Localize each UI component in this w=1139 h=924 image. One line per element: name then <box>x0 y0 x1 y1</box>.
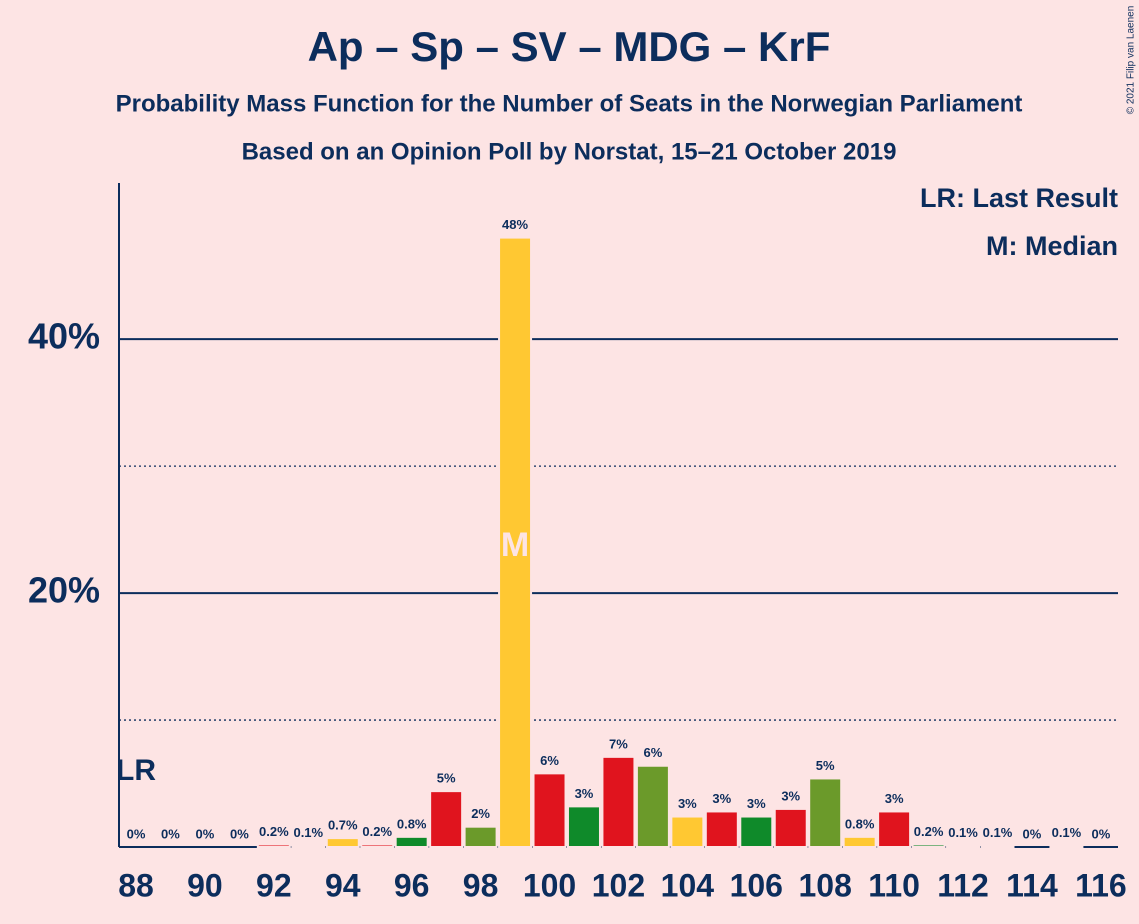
bar <box>498 236 533 849</box>
value-label: 0.8% <box>397 816 427 831</box>
value-label: 3% <box>712 791 731 806</box>
bar <box>1049 844 1084 849</box>
value-label: 0.2% <box>914 824 944 839</box>
value-label: 0% <box>161 826 180 841</box>
bar <box>946 844 981 849</box>
bar <box>773 807 808 849</box>
value-label: 0.7% <box>328 818 358 833</box>
x-tick-label: 96 <box>394 867 430 903</box>
legend-entry: LR: Last Result <box>920 183 1118 213</box>
bar <box>566 805 601 849</box>
bar <box>808 777 843 849</box>
last-result-marker: LR <box>116 754 156 787</box>
bar <box>291 844 326 849</box>
x-tick-label: 116 <box>1075 867 1127 903</box>
bar <box>842 835 877 848</box>
x-tick-label: 88 <box>118 867 154 903</box>
value-label: 2% <box>471 806 490 821</box>
x-tick-label: 94 <box>325 867 361 903</box>
value-label: 3% <box>747 796 766 811</box>
x-tick-label: 104 <box>661 867 715 903</box>
value-label: 0.1% <box>948 825 978 840</box>
value-label: 0.2% <box>259 824 289 839</box>
value-label: 7% <box>609 736 628 751</box>
chart-title: Ap – Sp – SV – MDG – KrF <box>308 23 831 70</box>
x-tick-label: 114 <box>1006 867 1058 903</box>
value-label: 5% <box>816 758 835 773</box>
x-tick-label: 92 <box>256 867 292 903</box>
value-label: 0% <box>1023 826 1042 841</box>
value-label: 0.2% <box>362 824 392 839</box>
value-label: 0.1% <box>1052 825 1082 840</box>
x-tick-label: 100 <box>523 867 576 903</box>
bar <box>877 810 912 848</box>
bar <box>980 844 1015 849</box>
x-tick-label: 102 <box>592 867 645 903</box>
value-label: 0.1% <box>293 825 323 840</box>
bar <box>601 755 636 849</box>
value-label: 3% <box>678 796 697 811</box>
x-tick-label: 112 <box>937 867 989 903</box>
x-tick-label: 110 <box>868 867 920 903</box>
value-label: 3% <box>575 786 594 801</box>
x-tick-label: 90 <box>187 867 223 903</box>
bar <box>911 843 946 849</box>
value-label: 0% <box>127 826 146 841</box>
chart-subtitle: Probability Mass Function for the Number… <box>116 90 1023 117</box>
chart-subtitle: Based on an Opinion Poll by Norstat, 15–… <box>242 138 897 165</box>
legend-entry: M: Median <box>986 231 1118 261</box>
value-label: 0% <box>1091 826 1110 841</box>
x-tick-label: 98 <box>463 867 499 903</box>
y-tick-label: 20% <box>28 570 100 611</box>
bar <box>394 835 429 848</box>
bar <box>704 810 739 848</box>
bar <box>256 843 291 849</box>
value-label: 0.1% <box>983 825 1013 840</box>
value-label: 0% <box>230 826 249 841</box>
value-label: 3% <box>781 788 800 803</box>
value-label: 0% <box>196 826 215 841</box>
median-marker: M <box>501 526 529 564</box>
value-label: 0.8% <box>845 816 875 831</box>
bar <box>635 764 670 849</box>
value-label: 3% <box>885 791 904 806</box>
y-tick-label: 40% <box>28 316 100 357</box>
bar <box>463 825 498 848</box>
bar <box>429 790 464 849</box>
bar <box>532 772 567 848</box>
bar <box>670 815 705 849</box>
value-label: 48% <box>502 217 528 232</box>
bar <box>739 815 774 849</box>
x-tick-label: 106 <box>730 867 783 903</box>
value-label: 6% <box>644 745 663 760</box>
bar <box>325 837 360 848</box>
value-label: 6% <box>540 753 559 768</box>
x-tick-label: 108 <box>799 867 852 903</box>
value-label: 5% <box>437 771 456 786</box>
copyright: © 2021 Filip van Laenen <box>1126 6 1137 115</box>
bar <box>360 843 395 849</box>
